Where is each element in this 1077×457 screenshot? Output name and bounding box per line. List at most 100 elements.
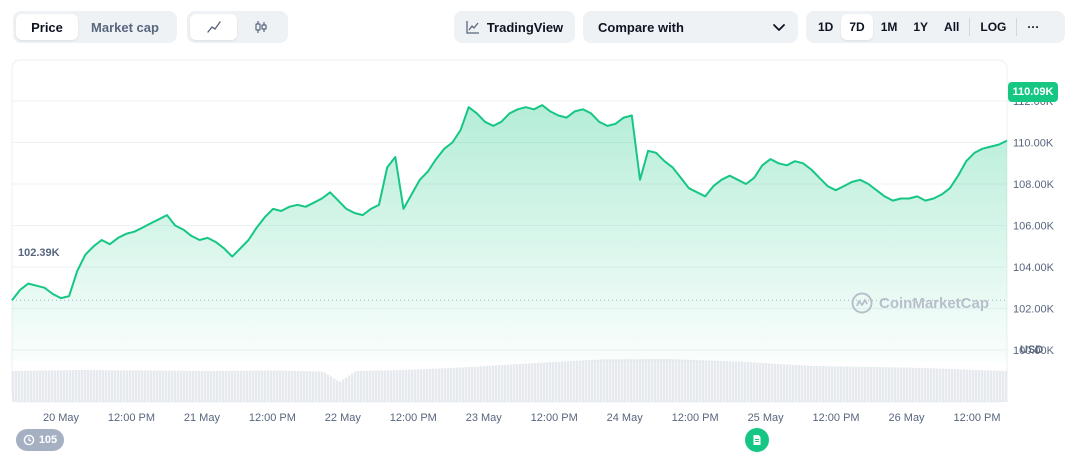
volume-bar [480,366,483,402]
volume-bar [996,370,999,402]
volume-bar [381,370,384,402]
range-1y[interactable]: 1Y [913,20,929,34]
volume-bar [849,366,852,402]
volume-bar [486,365,489,402]
volume-bar [675,359,678,402]
volume-bar [903,367,906,402]
volume-bar [504,364,507,402]
volume-bar [882,367,885,402]
range-7d[interactable]: 7D [841,14,873,40]
volume-bar [804,365,807,402]
volume-bar [672,359,675,402]
volume-bar [258,370,261,402]
volume-bar [654,359,657,402]
volume-bar [501,365,504,402]
volume-bar [435,368,438,402]
volume-bar [642,359,645,402]
volume-bar [765,363,768,402]
more-options-button[interactable]: ··· [1027,20,1040,34]
volume-bar [18,370,21,402]
volume-bar [201,370,204,402]
volume-bar [33,370,36,402]
volume-bar [645,359,648,402]
volume-bar [312,371,315,402]
volume-bar [678,359,681,402]
volume-bar [756,362,759,402]
volume-bar [138,370,141,402]
volume-bar [534,362,537,402]
volume-bar [990,370,993,402]
volume-bar [954,369,957,402]
volume-bar [87,370,90,402]
volume-bar [459,367,462,402]
price-tab[interactable]: Price [16,14,78,40]
volume-bar [288,370,291,402]
event-marker[interactable] [745,428,769,452]
volume-bar [42,370,45,402]
volume-bar [630,359,633,402]
volume-bar [24,370,27,402]
candlestick-chart-button[interactable] [237,14,284,40]
volume-bar [417,369,420,402]
volume-bar [852,366,855,402]
volume-bar [933,368,936,402]
volume-bar [888,367,891,402]
chevron-down-icon [773,24,785,31]
volume-bar [789,364,792,402]
volume-bar [240,370,243,402]
volume-bar [75,370,78,402]
range-divider [969,18,971,36]
volume-bar [693,360,696,402]
range-1d[interactable]: 1D [818,20,834,34]
volume-bar [567,361,570,402]
volume-bar [177,370,180,402]
log-scale-button[interactable]: LOG [980,20,1007,34]
volume-bar [582,360,585,402]
volume-bar [720,361,723,402]
volume-bar [651,359,654,402]
volume-bar [915,367,918,402]
volume-bar [939,368,942,402]
volume-bar [102,370,105,402]
volume-bar [795,365,798,402]
line-chart-icon [206,21,221,33]
volume-bar [294,370,297,402]
price-chart[interactable]: 112.00K 110.00K 108.00K 106.00K 104.00K 102.0… [0,50,1077,457]
volume-bar [513,364,516,402]
line-chart-button[interactable] [190,14,237,40]
volume-bar [684,359,687,402]
volume-bar [558,361,561,402]
x-tick-label: 12:00 PM [813,412,860,424]
market-cap-tab[interactable]: Market cap [91,19,159,35]
volume-bar [552,362,555,402]
volume-bar [363,370,366,402]
volume-bar [330,376,333,402]
volume-bar [408,369,411,402]
volume-bar [123,370,126,402]
tradingview-button[interactable]: TradingView [454,11,575,43]
volume-bar [456,367,459,402]
volume-bar [153,370,156,402]
range-1m[interactable]: 1M [880,20,898,34]
volume-bar [429,368,432,402]
range-all[interactable]: All [944,20,960,34]
volume-bar [945,368,948,402]
x-tick-label: 12:00 PM [531,412,578,424]
volume-bar [576,360,579,402]
x-tick-label: 21 May [184,412,221,424]
compare-with-dropdown[interactable]: Compare with [583,11,798,43]
volume-bar [261,370,264,402]
volume-bar [120,370,123,402]
history-badge[interactable]: 105 [16,429,64,451]
volume-bar [51,370,54,402]
compare-with-label: Compare with [598,19,684,35]
volume-bar [225,370,228,402]
volume-bar [438,368,441,402]
volume-bar [222,370,225,402]
volume-bar [357,370,360,402]
volume-bar [453,367,456,402]
volume-bar [384,370,387,402]
volume-bar [282,370,285,402]
volume-bar [831,366,834,402]
volume-bar [420,369,423,402]
